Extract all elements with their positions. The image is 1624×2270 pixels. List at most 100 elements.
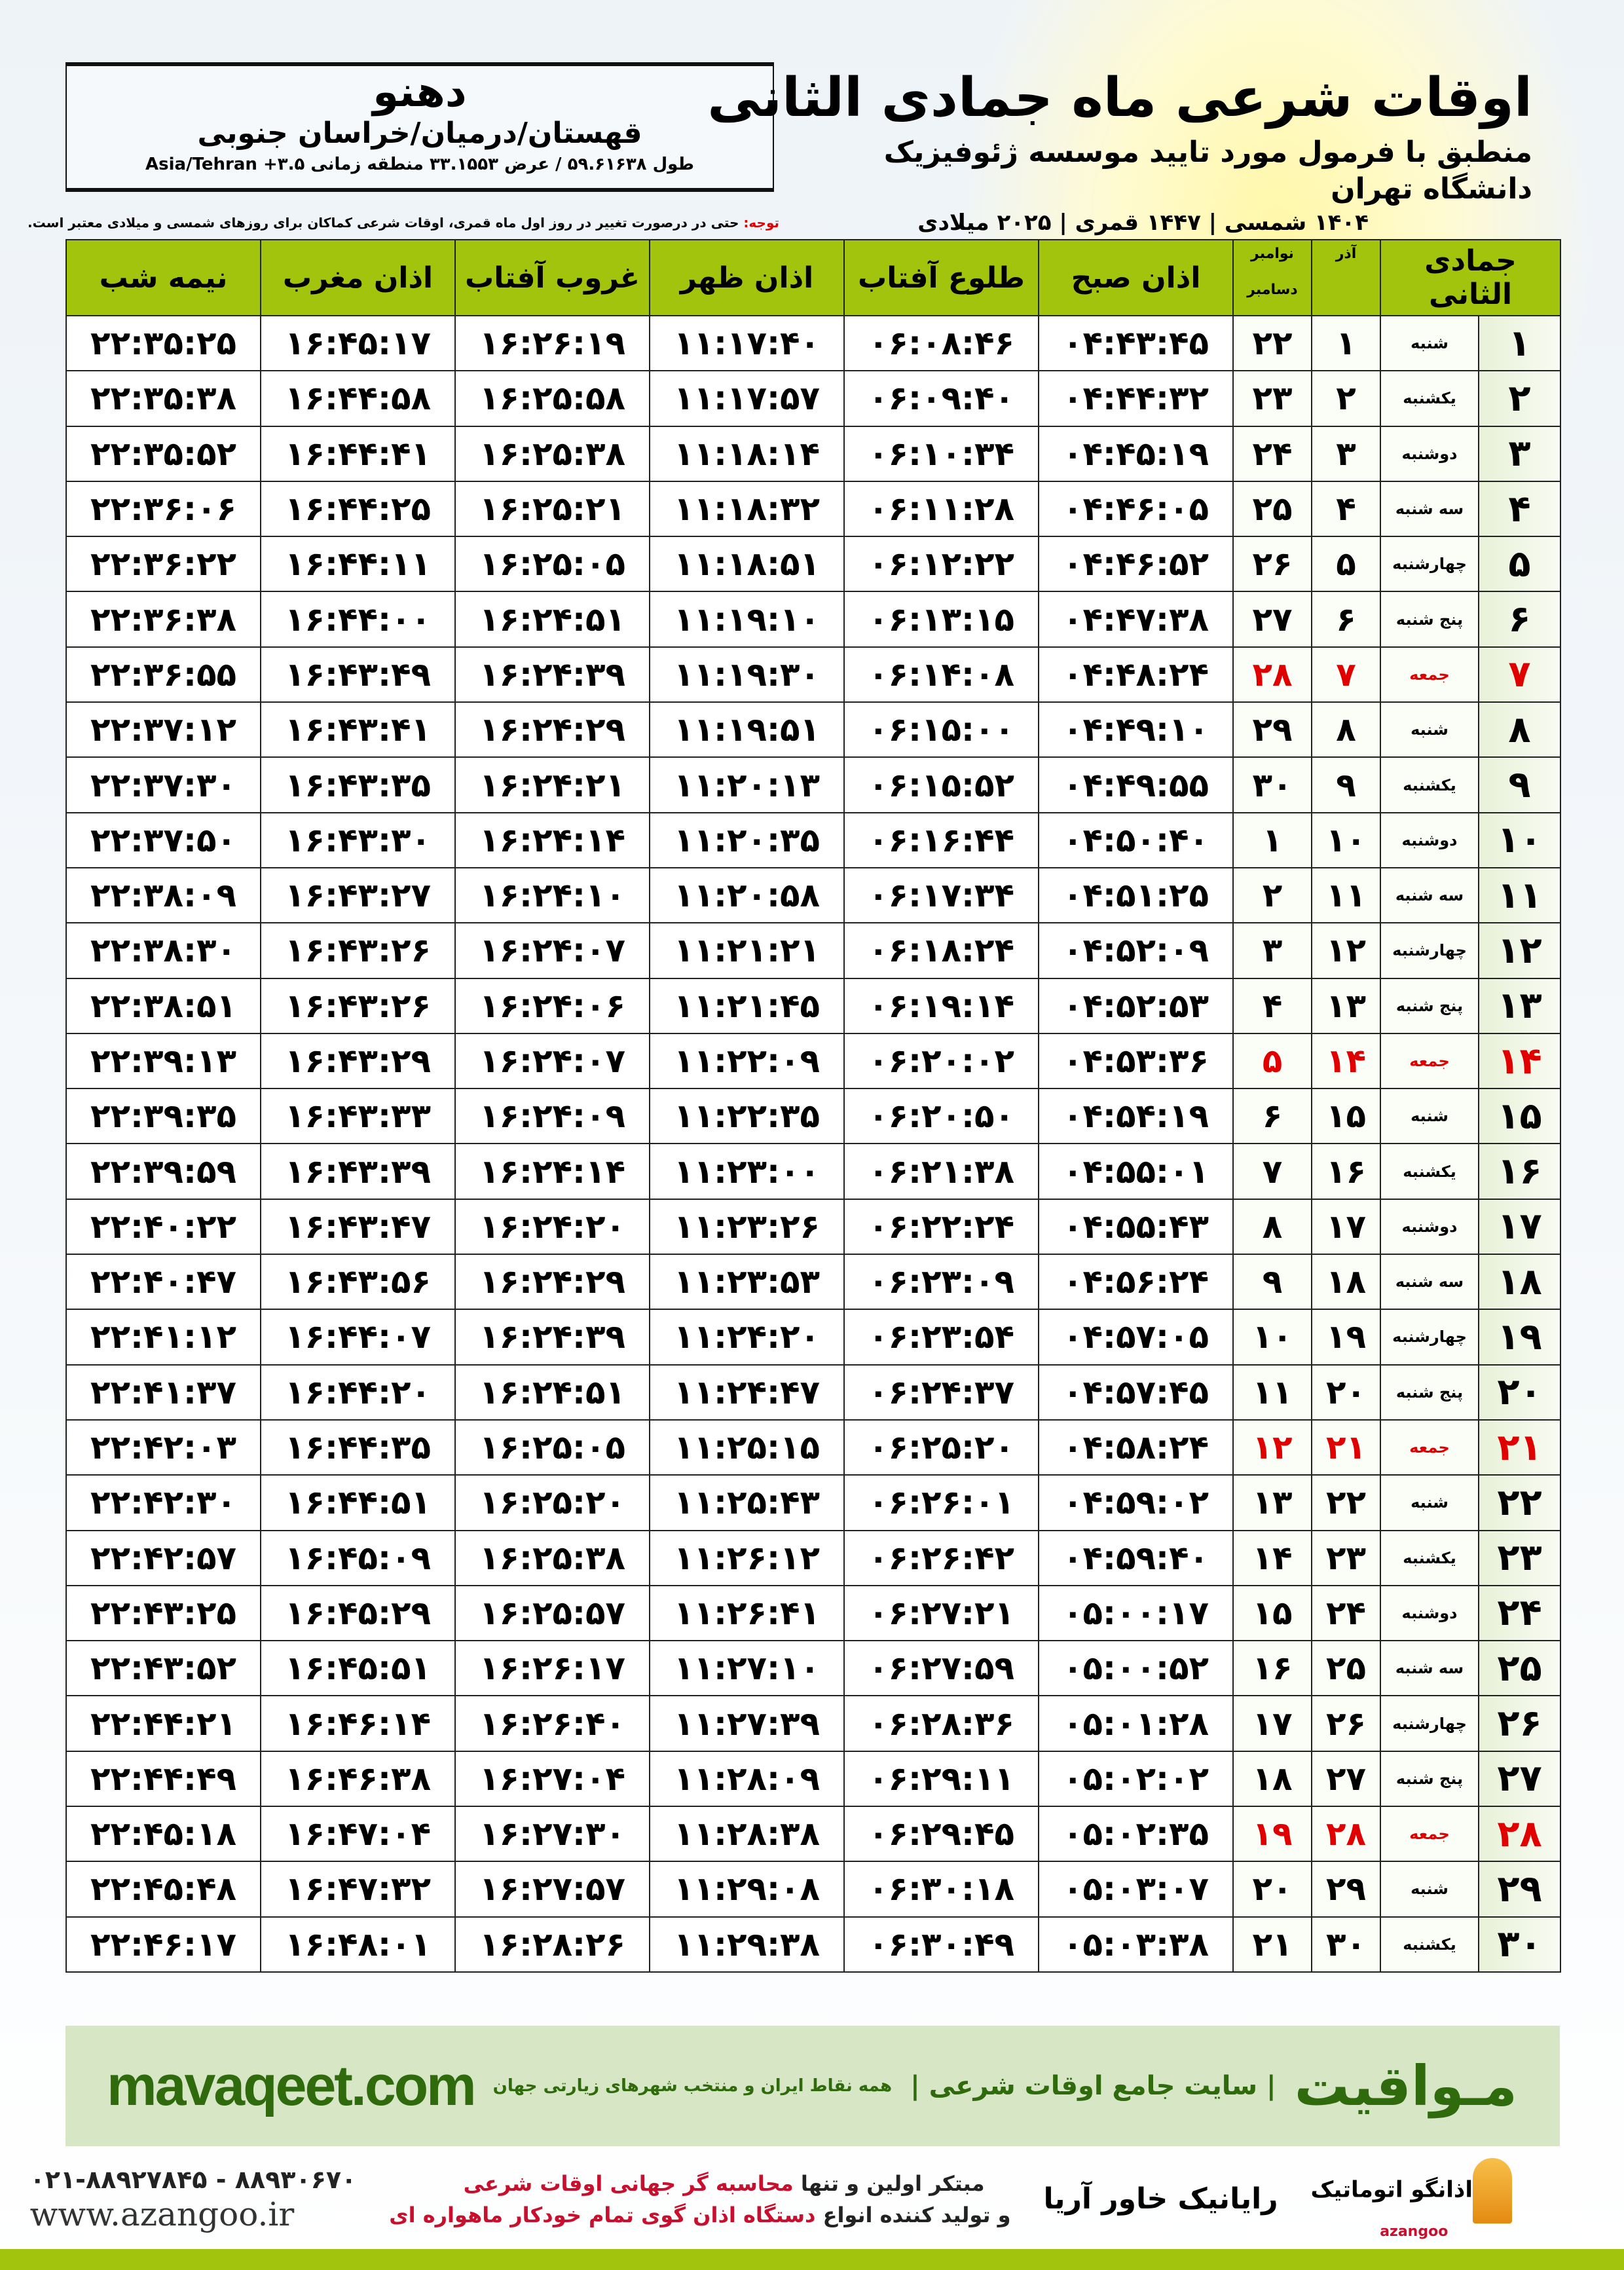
dhuhr-time: ۱۱:۲۱:۴۵ — [649, 977, 845, 1034]
azangoo-logo-sub: azangoo — [1380, 2223, 1449, 2240]
hijri-day: ۲۱ — [1478, 1419, 1562, 1476]
midnight-time: ۲۲:۴۲:۳۰ — [65, 1474, 261, 1531]
hijri-day: ۲۸ — [1478, 1806, 1562, 1863]
azar-day: ۵ — [1311, 536, 1381, 593]
gregorian-day: ۱۸ — [1232, 1750, 1312, 1808]
coordinates: طول ۵۹.۶۱۶۳۸ / عرض ۳۳.۱۵۵۳ منطقه زمانی ۳… — [145, 155, 694, 174]
sunset-time: ۱۶:۲۴:۳۹ — [454, 646, 650, 703]
weekday: سه شنبه — [1379, 1254, 1480, 1311]
weekday: جمعه — [1379, 1806, 1480, 1863]
azar-day: ۲۷ — [1311, 1750, 1381, 1808]
table-row: ۲ یکشنبه ۲ ۲۳ ۰۴:۴۴:۳۲ ۰۶:۰۹:۴۰ ۱۱:۱۷:۵۷ ۱۶:۲۵:… — [65, 370, 1562, 427]
weekday: شنبه — [1379, 1088, 1480, 1145]
sunrise-time: ۰۶:۱۷:۳۴ — [843, 866, 1039, 924]
maghrib-time: ۱۶:۴۳:۲۶ — [260, 977, 456, 1034]
page-title: اوقات شرعی ماه جمادی الثانی — [707, 67, 1532, 129]
midnight-time: ۲۲:۴۲:۰۳ — [65, 1419, 261, 1476]
weekday: چهارشنبه — [1379, 536, 1480, 593]
sunset-time: ۱۶:۲۴:۲۱ — [454, 756, 650, 813]
azar-day: ۲۴ — [1311, 1584, 1381, 1642]
dhuhr-time: ۱۱:۱۷:۴۰ — [649, 314, 845, 372]
gregorian-day: ۱۰ — [1232, 1309, 1312, 1366]
hijri-day: ۲۹ — [1478, 1861, 1562, 1918]
table-row: ۸ شنبه ۸ ۲۹ ۰۴:۴۹:۱۰ ۰۶:۱۵:۰۰ ۱۱:۱۹:۵۱ ۱۶:۲۴:۲۹… — [65, 701, 1562, 758]
sunrise-time: ۰۶:۲۰:۵۰ — [843, 1088, 1039, 1145]
table-row: ۱۸ سه شنبه ۱۸ ۹ ۰۴:۵۶:۲۴ ۰۶:۲۳:۰۹ ۱۱:۲۳:۵۳ ۱۶:۲… — [65, 1254, 1562, 1311]
dhuhr-time: ۱۱:۱۸:۵۱ — [649, 536, 845, 593]
sunrise-time: ۰۶:۲۵:۲۰ — [843, 1419, 1039, 1476]
dhuhr-time: ۱۱:۲۲:۳۵ — [649, 1088, 845, 1145]
dhuhr-time: ۱۱:۲۹:۳۸ — [649, 1916, 845, 1973]
weekday: دوشنبه — [1379, 1584, 1480, 1642]
dhuhr-time: ۱۱:۲۰:۳۵ — [649, 811, 845, 868]
sunrise-time: ۰۶:۲۲:۲۴ — [843, 1198, 1039, 1256]
fajr-time: ۰۴:۴۶:۵۲ — [1038, 536, 1234, 593]
col-fajr: اذان صبح — [1038, 239, 1234, 316]
midnight-time: ۲۲:۴۶:۱۷ — [65, 1916, 261, 1973]
azar-day: ۸ — [1311, 701, 1381, 758]
table-row: ۱۱ سه شنبه ۱۱ ۲ ۰۴:۵۱:۲۵ ۰۶:۱۷:۳۴ ۱۱:۲۰:۵۸ ۱۶:۲… — [65, 866, 1562, 924]
fajr-time: ۰۴:۴۳:۴۵ — [1038, 314, 1234, 372]
slogan-line-2: و تولید کننده انواع دستگاه اذان گوی تمام… — [389, 2202, 1010, 2228]
midnight-time: ۲۲:۴۴:۲۱ — [65, 1695, 261, 1752]
weekday: یکشنبه — [1379, 1529, 1480, 1586]
azangoo-logo: اذانگو اتوماتیک azangoo — [1311, 2158, 1517, 2240]
sunset-time: ۱۶:۲۴:۲۹ — [454, 1254, 650, 1311]
fajr-time: ۰۵:۰۰:۵۲ — [1038, 1640, 1234, 1697]
gregorian-day: ۳ — [1232, 922, 1312, 979]
sunrise-time: ۰۶:۲۹:۴۵ — [843, 1806, 1039, 1863]
dhuhr-time: ۱۱:۲۹:۰۸ — [649, 1861, 845, 1918]
dhuhr-time: ۱۱:۲۷:۳۹ — [649, 1695, 845, 1752]
brand-logo: مـواقیت — [1294, 2054, 1517, 2118]
azar-day: ۱۰ — [1311, 811, 1381, 868]
sunset-time: ۱۶:۲۵:۵۷ — [454, 1584, 650, 1642]
midnight-time: ۲۲:۳۷:۱۲ — [65, 701, 261, 758]
azar-day: ۹ — [1311, 756, 1381, 813]
azar-day: ۱ — [1311, 314, 1381, 372]
azar-day: ۲۹ — [1311, 1861, 1381, 1918]
fajr-time: ۰۴:۵۰:۴۰ — [1038, 811, 1234, 868]
table-row: ۲۳ یکشنبه ۲۳ ۱۴ ۰۴:۵۹:۴۰ ۰۶:۲۶:۴۲ ۱۱:۲۶:۱۲ ۱۶:۲… — [65, 1529, 1562, 1586]
maghrib-time: ۱۶:۴۷:۰۴ — [260, 1806, 456, 1863]
azar-day: ۱۹ — [1311, 1309, 1381, 1366]
fajr-time: ۰۴:۵۵:۰۱ — [1038, 1143, 1234, 1200]
azangoo-link[interactable]: www.azangoo.ir — [29, 2195, 295, 2233]
sunset-time: ۱۶:۲۶:۱۷ — [454, 1640, 650, 1697]
azar-day: ۱۴ — [1311, 1032, 1381, 1090]
weekday: چهارشنبه — [1379, 1695, 1480, 1752]
gregorian-day: ۲ — [1232, 866, 1312, 924]
site-link[interactable]: mavaqeet.com — [107, 2054, 477, 2117]
azar-day: ۷ — [1311, 646, 1381, 703]
fajr-time: ۰۴:۵۳:۳۶ — [1038, 1032, 1234, 1090]
weekday: یکشنبه — [1379, 1916, 1480, 1973]
maghrib-time: ۱۶:۴۳:۴۹ — [260, 646, 456, 703]
midnight-time: ۲۲:۴۵:۱۸ — [65, 1806, 261, 1863]
fajr-time: ۰۴:۵۸:۲۴ — [1038, 1419, 1234, 1476]
sunset-time: ۱۶:۲۴:۲۰ — [454, 1198, 650, 1256]
table-row: ۹ یکشنبه ۹ ۳۰ ۰۴:۴۹:۵۵ ۰۶:۱۵:۵۲ ۱۱:۲۰:۱۳ ۱۶:۲۴:… — [65, 756, 1562, 813]
location-box: دهنو قهستان/درمیان/خراسان جنوبی طول ۵۹.۶… — [65, 62, 774, 192]
midnight-time: ۲۲:۳۵:۳۸ — [65, 370, 261, 427]
maghrib-time: ۱۶:۴۷:۳۲ — [260, 1861, 456, 1918]
table-row: ۱۰ دوشنبه ۱۰ ۱ ۰۴:۵۰:۴۰ ۰۶:۱۶:۴۴ ۱۱:۲۰:۳۵ ۱۶:۲۴… — [65, 811, 1562, 868]
azar-day: ۲۲ — [1311, 1474, 1381, 1531]
sunset-time: ۱۶:۲۴:۳۹ — [454, 1309, 650, 1366]
gregorian-day: ۲۰ — [1232, 1861, 1312, 1918]
dhuhr-time: ۱۱:۲۰:۵۸ — [649, 866, 845, 924]
azar-day: ۱۳ — [1311, 977, 1381, 1034]
table-row: ۲۸ جمعه ۲۸ ۱۹ ۰۵:۰۲:۳۵ ۰۶:۲۹:۴۵ ۱۱:۲۸:۳۸ ۱۶:۲۷:… — [65, 1806, 1562, 1863]
gregorian-day: ۲۹ — [1232, 701, 1312, 758]
prayer-times-table: جمادی الثانی آذر نوامبر دسامبر اذان صبح ط… — [65, 239, 1562, 1973]
gregorian-day: ۱۹ — [1232, 1806, 1312, 1863]
weekday: شنبه — [1379, 701, 1480, 758]
sunrise-time: ۰۶:۱۵:۵۲ — [843, 756, 1039, 813]
table-row: ۲۱ جمعه ۲۱ ۱۲ ۰۴:۵۸:۲۴ ۰۶:۲۵:۲۰ ۱۱:۲۵:۱۵ ۱۶:۲۵:… — [65, 1419, 1562, 1476]
gregorian-day: ۲۳ — [1232, 370, 1312, 427]
city-name: دهنو — [373, 68, 467, 117]
hijri-day: ۱۰ — [1478, 811, 1562, 868]
azar-day: ۲۶ — [1311, 1695, 1381, 1752]
dhuhr-time: ۱۱:۱۹:۳۰ — [649, 646, 845, 703]
fajr-time: ۰۴:۵۹:۴۰ — [1038, 1529, 1234, 1586]
maghrib-time: ۱۶:۴۴:۲۰ — [260, 1364, 456, 1421]
midnight-time: ۲۲:۳۵:۲۵ — [65, 314, 261, 372]
